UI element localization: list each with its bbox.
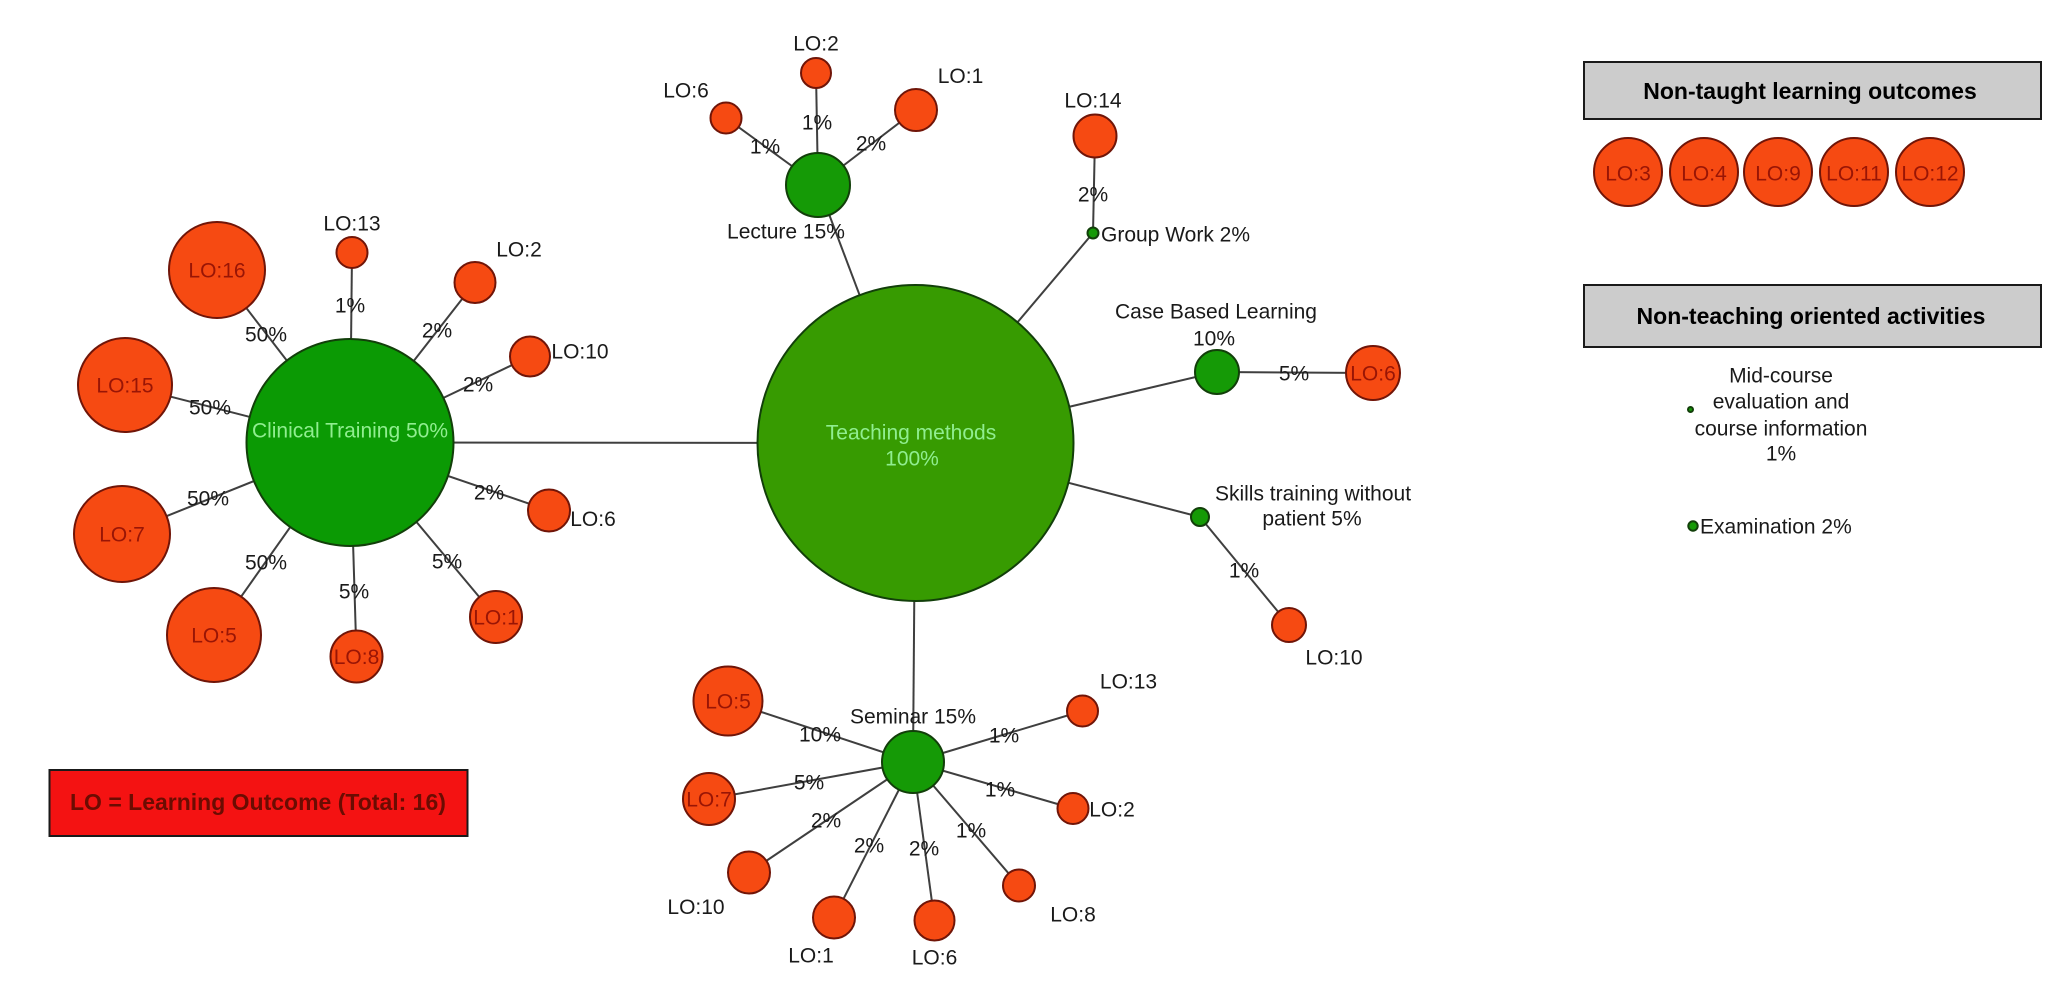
svg-text:100%: 100% [885, 447, 939, 470]
svg-text:LO:8: LO:8 [1050, 903, 1096, 926]
svg-text:LO:6: LO:6 [663, 79, 709, 102]
svg-text:LO:6: LO:6 [912, 946, 958, 969]
svg-text:LO:13: LO:13 [1100, 670, 1157, 693]
svg-text:LO:2: LO:2 [793, 32, 839, 55]
svg-text:Clinical Training 50%: Clinical Training 50% [252, 419, 448, 442]
svg-text:LO:7: LO:7 [686, 788, 732, 811]
svg-text:2%: 2% [1078, 183, 1108, 206]
svg-text:2%: 2% [463, 373, 493, 396]
svg-text:LO:1: LO:1 [788, 944, 834, 967]
svg-text:Non-teaching oriented activiti: Non-teaching oriented activities [1637, 303, 1986, 329]
svg-text:1%: 1% [802, 111, 832, 134]
svg-text:Mid-course: Mid-course [1729, 364, 1833, 387]
svg-text:Case Based Learning: Case Based Learning [1115, 300, 1317, 323]
svg-text:1%: 1% [989, 724, 1019, 747]
svg-text:1%: 1% [750, 135, 780, 158]
svg-text:2%: 2% [856, 132, 886, 155]
svg-text:10%: 10% [1193, 327, 1235, 350]
svg-text:evaluation and: evaluation and [1713, 390, 1850, 413]
svg-text:Group Work 2%: Group Work 2% [1101, 223, 1250, 246]
svg-text:LO:8: LO:8 [334, 646, 380, 669]
svg-text:LO:1: LO:1 [938, 65, 984, 88]
svg-text:LO:5: LO:5 [191, 624, 237, 647]
svg-text:50%: 50% [189, 396, 231, 419]
svg-text:LO:1: LO:1 [473, 606, 519, 629]
svg-text:Seminar 15%: Seminar 15% [850, 705, 976, 728]
svg-text:LO:3: LO:3 [1605, 162, 1651, 185]
svg-text:LO:10: LO:10 [1305, 646, 1362, 669]
svg-text:LO:5: LO:5 [705, 690, 751, 713]
svg-text:LO:6: LO:6 [570, 508, 616, 531]
svg-text:LO:14: LO:14 [1064, 89, 1122, 112]
svg-text:50%: 50% [245, 323, 287, 346]
svg-text:2%: 2% [854, 834, 884, 857]
svg-text:2%: 2% [422, 319, 452, 342]
svg-text:patient 5%: patient 5% [1262, 507, 1361, 530]
svg-text:1%: 1% [985, 778, 1015, 801]
svg-text:LO:15: LO:15 [96, 374, 153, 397]
svg-text:LO = Learning Outcome (Total:: LO = Learning Outcome (Total: 16) [70, 789, 446, 815]
svg-text:Skills training without: Skills training without [1215, 482, 1411, 505]
svg-text:10%: 10% [799, 723, 841, 746]
svg-text:LO:10: LO:10 [667, 896, 724, 919]
svg-text:LO:2: LO:2 [496, 238, 542, 261]
svg-text:2%: 2% [474, 481, 504, 504]
svg-text:2%: 2% [811, 809, 841, 832]
svg-text:LO:7: LO:7 [99, 523, 145, 546]
svg-text:LO:4: LO:4 [1681, 162, 1727, 185]
svg-text:Teaching methods: Teaching methods [826, 421, 996, 444]
svg-text:Examination 2%: Examination 2% [1700, 515, 1852, 538]
svg-text:1%: 1% [1766, 442, 1796, 465]
svg-text:LO:2: LO:2 [1089, 798, 1135, 821]
svg-text:LO:10: LO:10 [551, 340, 608, 363]
svg-text:LO:9: LO:9 [1755, 162, 1801, 185]
svg-text:50%: 50% [245, 551, 287, 574]
svg-text:1%: 1% [335, 294, 365, 317]
svg-text:5%: 5% [432, 550, 462, 573]
svg-text:LO:11: LO:11 [1826, 162, 1882, 185]
svg-text:LO:6: LO:6 [1350, 362, 1396, 385]
svg-text:Lecture 15%: Lecture 15% [727, 220, 845, 243]
svg-text:5%: 5% [1279, 362, 1309, 385]
svg-text:1%: 1% [956, 819, 986, 842]
svg-text:50%: 50% [187, 487, 229, 510]
svg-text:LO:13: LO:13 [323, 212, 380, 235]
svg-text:course information: course information [1695, 417, 1868, 440]
svg-text:2%: 2% [909, 837, 939, 860]
svg-text:LO:12: LO:12 [1901, 162, 1958, 185]
svg-text:5%: 5% [339, 580, 369, 603]
svg-text:1%: 1% [1229, 559, 1259, 582]
svg-text:LO:16: LO:16 [188, 259, 245, 282]
svg-text:Non-taught learning outcomes: Non-taught learning outcomes [1643, 78, 1977, 104]
svg-text:5%: 5% [794, 771, 824, 794]
